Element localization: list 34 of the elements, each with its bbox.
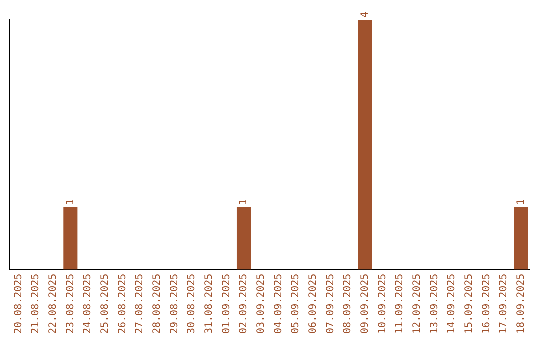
x-tick-label: 15.09.2025 <box>464 274 475 334</box>
x-tick-label: 23.08.2025 <box>65 274 76 334</box>
x-tick-label: 04.09.2025 <box>273 274 284 334</box>
data-label: 1 <box>238 199 250 206</box>
x-tick-label: 08.09.2025 <box>342 274 354 334</box>
x-tick-label: 07.09.2025 <box>325 274 336 334</box>
x-tick-label: 13.09.2025 <box>429 274 440 334</box>
x-tick-label: 09.09.2025 <box>360 274 371 334</box>
data-label: 1 <box>516 199 527 206</box>
x-tick-label: 11.09.2025 <box>394 274 406 334</box>
x-tick-label: 06.09.2025 <box>308 274 319 334</box>
x-tick-label: 10.09.2025 <box>377 274 388 334</box>
x-tick-label: 26.08.2025 <box>117 274 128 334</box>
x-tick-label: 20.08.2025 <box>13 274 24 334</box>
x-tick-label: 29.08.2025 <box>169 274 180 334</box>
x-tick-label: 28.08.2025 <box>152 274 163 334</box>
x-tick-label: 18.09.2025 <box>516 274 527 334</box>
x-tick-label: 14.09.2025 <box>446 274 458 334</box>
x-tick-label: 01.09.2025 <box>221 274 232 334</box>
x-tick-label: 02.09.2025 <box>238 274 250 334</box>
x-tick-label: 16.09.2025 <box>481 274 492 334</box>
x-tick-label: 21.08.2025 <box>30 274 42 334</box>
x-tick-label: 12.09.2025 <box>412 274 423 334</box>
x-tick-label: 03.09.2025 <box>256 274 267 334</box>
data-label: 1 <box>65 199 76 206</box>
x-tick-label: 24.08.2025 <box>82 274 94 334</box>
x-tick-label: 05.09.2025 <box>290 274 302 334</box>
data-label: 4 <box>360 12 371 18</box>
x-tick-label: 17.09.2025 <box>498 274 510 334</box>
x-tick-label: 25.08.2025 <box>100 274 111 334</box>
x-tick-label: 22.08.2025 <box>48 274 59 334</box>
x-tick-label: 30.08.2025 <box>186 274 198 334</box>
x-tick-label: 31.08.2025 <box>204 274 215 334</box>
x-tick-label: 27.08.2025 <box>134 274 146 334</box>
